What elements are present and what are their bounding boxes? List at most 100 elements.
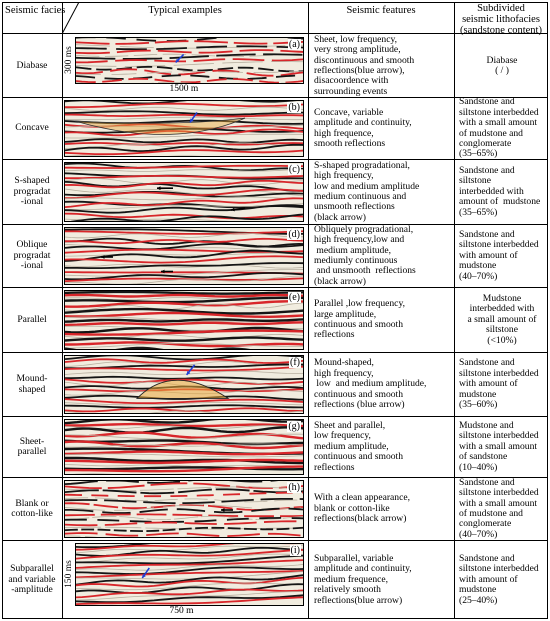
reflection-event — [65, 488, 303, 495]
reflection-event — [65, 426, 303, 434]
features-line: reflections(black arrow) — [314, 513, 407, 525]
reflection-event — [65, 466, 303, 471]
seismic-section — [76, 544, 303, 605]
annotation-arrow-head — [186, 370, 191, 375]
reflection-event — [65, 102, 303, 109]
header-examples: Typical examples — [62, 2, 308, 34]
features-text: Parallel ,low frequency, large amplitude,… — [314, 298, 405, 341]
lithofacies-line: siltstone — [459, 175, 491, 187]
lithofacies-line: siltstone interbedded — [459, 430, 539, 442]
reflection-event — [65, 329, 303, 336]
reflection-event — [65, 307, 303, 315]
reflection-event — [76, 548, 303, 560]
lithofacies-text: Diabase( / ) — [487, 55, 518, 77]
reflection-event — [65, 179, 303, 189]
features-line: medium frequence, — [314, 573, 389, 585]
seismic-example-image: (c) — [64, 162, 304, 222]
facies-line: and variable — [8, 573, 56, 585]
reflection-event — [65, 149, 303, 156]
reflection-event — [65, 365, 303, 372]
seismic-section — [65, 163, 303, 221]
row-divider — [2, 287, 548, 288]
example-letter-label: (f) — [289, 357, 301, 368]
concave-body-outline — [74, 117, 246, 135]
mound-body-outline — [135, 379, 230, 399]
features-cell: Subparallel, variable amplitude and conti… — [308, 541, 454, 619]
row-divider — [2, 159, 548, 160]
lithofacies-line: mudstone — [459, 584, 497, 596]
features-line: relatively smooth — [314, 584, 381, 596]
lithofacies-line: siltstone interbedded — [459, 239, 539, 251]
facies-line: cotton-like — [11, 508, 53, 519]
annotation-arrow-head — [175, 58, 180, 63]
lithofacies-line: Sandstone and — [459, 357, 515, 369]
reflection-event — [65, 269, 303, 277]
reflection-event — [76, 53, 303, 57]
reflection-event — [65, 375, 303, 381]
facies-text: Oblique progradat -ional — [14, 239, 51, 271]
reflection-event — [65, 398, 303, 404]
reflection-event — [65, 491, 303, 498]
lithofacies-line: with a small amount — [459, 440, 538, 452]
reflection-event — [65, 431, 303, 440]
facies-text: Mound-shaped — [17, 373, 48, 395]
features-line: large amplitude, — [314, 308, 377, 320]
features-line: unsmooth reflections — [314, 201, 395, 213]
vertical-scale-label: 300 ms — [64, 45, 74, 74]
lithofacies-line: Mudstone — [482, 292, 522, 304]
features-line: Sheet, low frequency, — [314, 33, 398, 45]
facies-text: Blank or cotton-like — [11, 498, 53, 520]
features-line: mediumly continuous — [314, 255, 398, 266]
features-line: Subparallel, variable — [314, 552, 394, 564]
reflection-event — [76, 594, 303, 604]
features-cell: Sheet and parallel, low frequency, medium … — [308, 417, 454, 477]
example-letter-label: (b) — [287, 102, 301, 113]
seismic-section — [65, 228, 303, 284]
horizontal-scale-label: 750 m — [169, 606, 194, 616]
reflection-event — [76, 559, 303, 569]
facies-cell: Parallel — [2, 288, 62, 352]
header-litho-line-3: (sandstone content) — [460, 25, 542, 36]
facies-cell: S-shaped progradat -ional — [2, 160, 62, 224]
features-line: Concave, variable — [314, 106, 384, 118]
lithofacies-line: Sandstone and — [459, 228, 515, 240]
lithofacies-text: Sandstone and siltstone interbedded with a… — [459, 228, 539, 282]
features-text: Concave, variable amplitude and continuit… — [314, 106, 412, 150]
lithofacies-cell: Sandstone and siltstone interbedded with a… — [454, 96, 548, 159]
example-letter-label: (h) — [287, 482, 301, 493]
features-line: reflections(blue arrow) — [314, 594, 403, 606]
reflection-event — [65, 507, 303, 514]
example-letter-label: (a) — [287, 39, 301, 50]
reflection-event — [76, 53, 303, 60]
features-line: amplitude and continuity, — [314, 117, 412, 129]
lithofacies-line: of mudstone and — [459, 508, 523, 519]
reflection-event — [65, 263, 303, 269]
lithofacies-line: (25–40%) — [459, 594, 498, 606]
reflection-event — [65, 520, 303, 527]
reflection-event — [65, 300, 303, 308]
facies-text: Subparallel and variable -amplitude — [8, 563, 56, 595]
features-text: Sheet, low frequency, very strong amplitu… — [314, 33, 414, 97]
features-line: high frequency, — [314, 367, 374, 379]
reflection-event — [65, 291, 303, 295]
lithofacies-cell: Mudstone interbedded with a small amount o… — [454, 288, 548, 352]
seismic-section — [65, 356, 303, 413]
facies-text: Diabase — [16, 59, 48, 71]
features-line: medium amplitude, — [314, 440, 389, 452]
reflection-event — [65, 394, 303, 401]
facies-text: Parallel — [17, 314, 46, 325]
column-divider — [62, 2, 63, 619]
lithofacies-line: (40–70%) — [459, 528, 498, 540]
lithofacies-line: of sandstone — [459, 451, 508, 463]
reflection-event — [65, 212, 303, 220]
reflection-event — [76, 40, 303, 45]
reflection-event — [76, 553, 303, 564]
facies-line: Diabase — [16, 59, 48, 71]
reflection-event — [65, 450, 303, 456]
annotation-arrow-head — [231, 207, 235, 212]
reflection-event — [65, 420, 303, 425]
annotation-arrow-head — [101, 255, 105, 259]
features-line: and unsmooth reflections — [314, 265, 416, 277]
reflection-event — [76, 49, 303, 55]
